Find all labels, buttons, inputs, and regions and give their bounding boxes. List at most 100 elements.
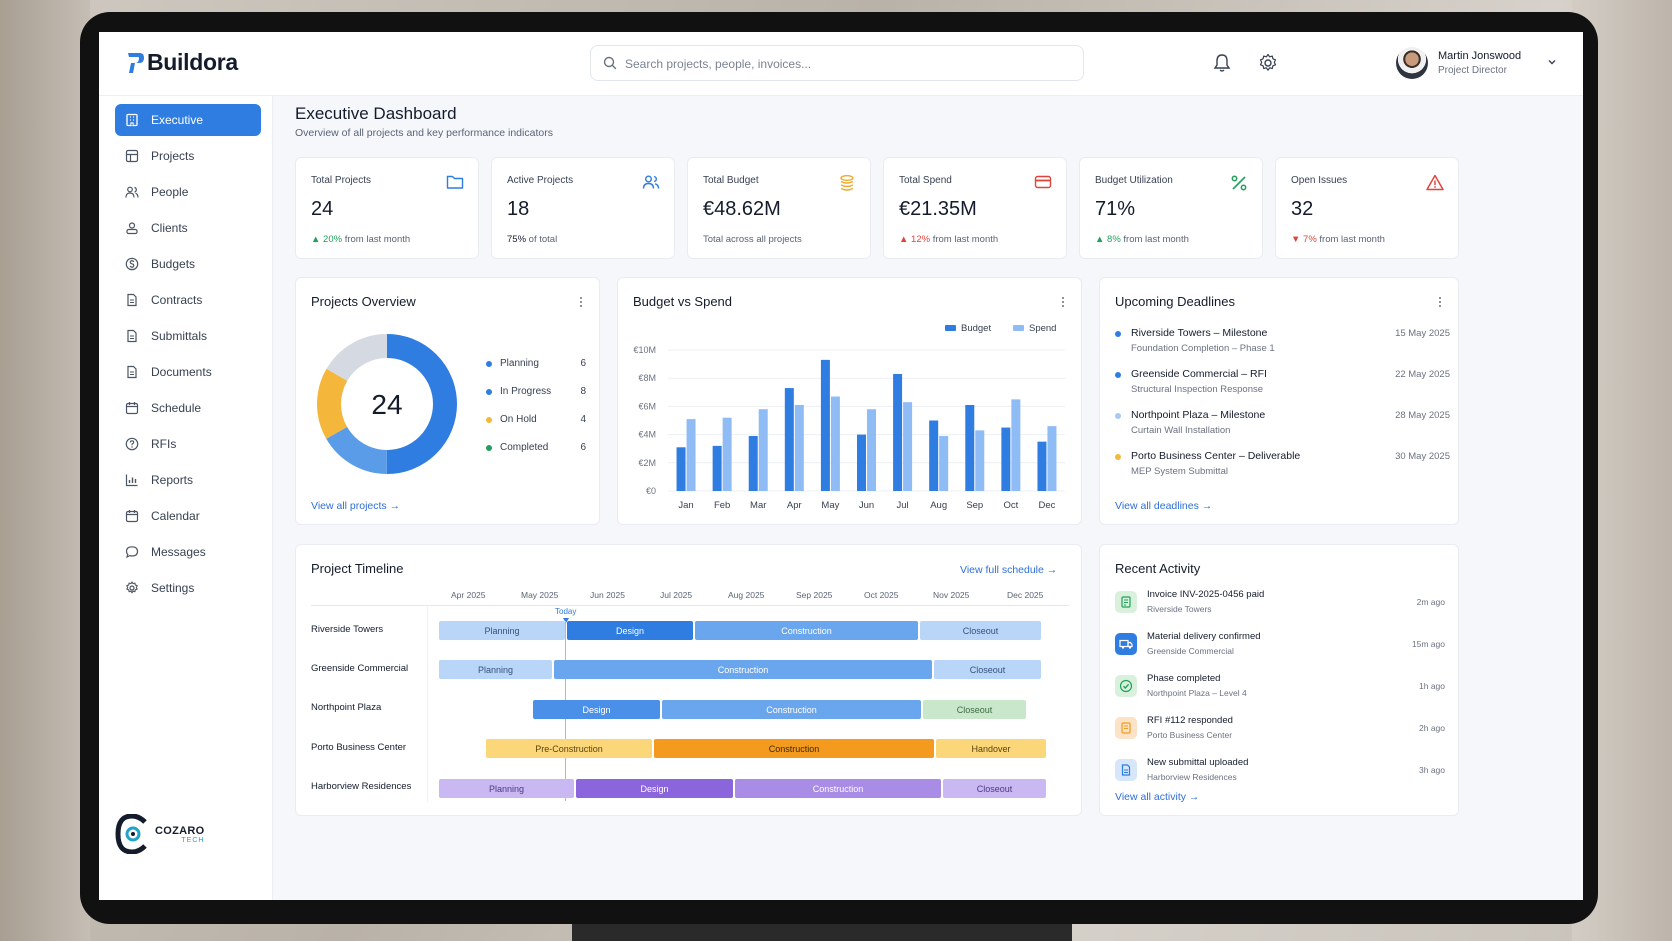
user-menu[interactable]: Martin Jonswood Project Director xyxy=(1396,46,1566,82)
view-all-activity-link[interactable]: View all activity → xyxy=(1115,791,1199,803)
view-all-deadlines-link[interactable]: View all deadlines → xyxy=(1115,500,1212,512)
link-label: View full schedule xyxy=(960,564,1044,576)
timeline-bar[interactable]: Planning xyxy=(439,779,574,798)
brand[interactable]: Buildora xyxy=(125,49,238,76)
bar-spend xyxy=(1047,426,1057,491)
search-input[interactable] xyxy=(625,54,1065,74)
activity-item[interactable]: Invoice INV-2025-0456 paid Riverside Tow… xyxy=(1115,589,1445,623)
more-options-icon[interactable] xyxy=(579,296,583,308)
kpi-value: €48.62M xyxy=(703,198,781,220)
calendar-icon xyxy=(125,510,139,523)
deadline-subtitle: Structural Inspection Response xyxy=(1131,384,1264,395)
sidebar-item-reports[interactable]: Reports xyxy=(115,464,261,496)
activity-subtitle: Riverside Towers xyxy=(1147,604,1212,614)
activity-item[interactable]: Phase completed Northpoint Plaza – Level… xyxy=(1115,673,1445,707)
search-box[interactable] xyxy=(590,45,1084,81)
arrow-right-icon: → xyxy=(389,500,401,512)
sidebar-item-budgets[interactable]: Budgets xyxy=(115,248,261,280)
activity-item[interactable]: New submittal uploaded Harborview Reside… xyxy=(1115,757,1445,791)
sidebar-item-calendar[interactable]: Calendar xyxy=(115,500,261,532)
sidebar-item-label: Budgets xyxy=(151,257,196,271)
sidebar: Executive Projects People Clients Budget… xyxy=(99,96,273,900)
deadline-dot xyxy=(1115,454,1121,460)
timeline-month: Apr 2025 xyxy=(451,590,486,600)
sidebar-item-schedule[interactable]: Schedule xyxy=(115,392,261,424)
file-icon xyxy=(1115,759,1137,781)
sidebar-item-contracts[interactable]: Contracts xyxy=(115,284,261,316)
y-tick-label: €8M xyxy=(638,373,656,383)
kpi-card-budget-utilization[interactable]: Budget Utilization 71% ▲ 8% from last mo… xyxy=(1079,157,1263,259)
x-tick-label: Mar xyxy=(750,500,766,511)
deadline-date: 22 May 2025 xyxy=(1395,369,1450,380)
gear-icon[interactable] xyxy=(1257,52,1279,74)
legend-count: 6 xyxy=(580,442,586,453)
activity-item[interactable]: Material delivery confirmed Greenside Co… xyxy=(1115,631,1445,665)
bar-budget xyxy=(712,445,722,491)
kpi-card-active-projects[interactable]: Active Projects 18 75% of total xyxy=(491,157,675,259)
timeline-bar[interactable]: Closeout xyxy=(920,621,1041,640)
more-options-icon[interactable] xyxy=(1438,296,1442,308)
sidebar-item-submittals[interactable]: Submittals xyxy=(115,320,261,352)
sidebar-item-settings[interactable]: Settings xyxy=(115,572,261,604)
sidebar-item-people[interactable]: People xyxy=(115,176,261,208)
timeline-bar[interactable]: Construction xyxy=(695,621,918,640)
timeline-bar[interactable]: Handover xyxy=(936,739,1046,758)
chevron-down-icon[interactable] xyxy=(1546,56,1558,68)
legend-count: 8 xyxy=(580,386,586,397)
timeline-bar[interactable]: Design xyxy=(533,700,660,719)
sidebar-item-projects[interactable]: Projects xyxy=(115,140,261,172)
timeline-bar[interactable]: Design xyxy=(576,779,733,798)
sidebar-item-rfis[interactable]: RFIs xyxy=(115,428,261,460)
view-all-projects-link[interactable]: View all projects → xyxy=(311,500,400,512)
kpi-note: ▲ 8% from last month xyxy=(1095,234,1189,245)
view-full-schedule-link[interactable]: View full schedule → xyxy=(960,564,1057,576)
timeline-bar[interactable]: Construction xyxy=(662,700,921,719)
timeline-month: May 2025 xyxy=(521,590,559,600)
bar-budget xyxy=(784,388,794,491)
search-icon xyxy=(603,56,617,70)
kpi-label: Budget Utilization xyxy=(1095,175,1173,186)
kpi-note: ▲ 12% from last month xyxy=(899,234,998,245)
kpi-card-total-spend[interactable]: Total Spend €21.35M ▲ 12% from last mont… xyxy=(883,157,1067,259)
legend-dot xyxy=(486,417,492,423)
bar-spend xyxy=(903,402,913,491)
y-tick-label: €10M xyxy=(633,345,656,355)
activity-item[interactable]: RFI #112 responded Porto Business Center… xyxy=(1115,715,1445,749)
kpi-label: Total Projects xyxy=(311,175,372,186)
kpi-card-total-budget[interactable]: Total Budget €48.62M Total across all pr… xyxy=(687,157,871,259)
timeline-month: Sep 2025 xyxy=(796,590,833,600)
kpi-card-total-projects[interactable]: Total Projects 24 ▲ 20% from last month xyxy=(295,157,479,259)
more-options-icon[interactable] xyxy=(1061,296,1065,308)
kpi-note-text: from last month xyxy=(342,234,411,245)
sidebar-item-executive[interactable]: Executive xyxy=(115,104,261,136)
arrow-right-icon: → xyxy=(1046,564,1058,576)
timeline-bar[interactable]: Design xyxy=(567,621,693,640)
sidebar-item-label: Submittals xyxy=(151,329,208,343)
timeline-bar[interactable]: Construction xyxy=(654,739,934,758)
kpi-value: €21.35M xyxy=(899,198,977,220)
bar-spend xyxy=(758,409,768,491)
timeline-bar[interactable]: Pre-Construction xyxy=(486,739,652,758)
sidebar-item-documents[interactable]: Documents xyxy=(115,356,261,388)
today-label: Today xyxy=(555,607,577,616)
timeline-bar[interactable]: Construction xyxy=(554,660,932,679)
sidebar-item-messages[interactable]: Messages xyxy=(115,536,261,568)
card-icon xyxy=(1034,175,1052,189)
sidebar-item-label: Projects xyxy=(151,149,195,163)
card-title: Budget vs Spend xyxy=(633,294,733,309)
activity-subtitle: Greenside Commercial xyxy=(1147,646,1234,656)
timeline-bar[interactable]: Planning xyxy=(439,621,565,640)
kpi-card-open-issues[interactable]: Open Issues 32 ▼ 7% from last month xyxy=(1275,157,1459,259)
bar-budget xyxy=(1001,427,1011,491)
timeline-bar[interactable]: Construction xyxy=(735,779,941,798)
timeline-bar[interactable]: Planning xyxy=(439,660,552,679)
sidebar-item-label: Executive xyxy=(151,113,204,127)
clients-icon xyxy=(126,222,138,235)
timeline-bar[interactable]: Closeout xyxy=(923,700,1026,719)
sidebar-item-clients[interactable]: Clients xyxy=(115,212,261,244)
page-subtitle: Overview of all projects and key perform… xyxy=(295,127,553,139)
dollar-icon xyxy=(125,257,139,271)
timeline-bar[interactable]: Closeout xyxy=(943,779,1046,798)
bell-icon[interactable] xyxy=(1211,52,1233,74)
timeline-bar[interactable]: Closeout xyxy=(934,660,1041,679)
